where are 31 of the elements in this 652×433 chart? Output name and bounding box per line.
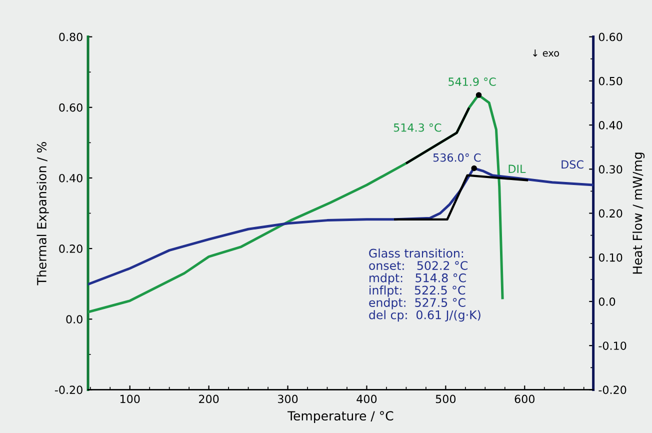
annotation: 536.0° C [433, 153, 481, 162]
y2-tick-label: 0.0 [598, 297, 616, 306]
y-tick-label: 0.60 [59, 103, 82, 112]
y-tick-label: 0.40 [59, 174, 82, 182]
x-axis-title: Temperature / °C [287, 411, 394, 423]
x-tick-label: 100 [120, 394, 140, 404]
y-tick-label: -0.20 [54, 386, 82, 394]
x-tick-label: 200 [199, 394, 219, 404]
x-tick-label: 300 [278, 394, 298, 404]
y2-tick-label: 0.20 [598, 209, 622, 218]
y2-tick-label: 0.60 [598, 32, 622, 42]
y-tick-label: 0.0 [66, 315, 82, 324]
y-tick-label: 0.80 [59, 32, 82, 42]
y-axis-title: Thermal Expansion / % [36, 142, 49, 286]
annotation: ↓ exo [533, 49, 560, 57]
y2-tick-label: 0.40 [598, 121, 622, 130]
x-tick-label: 400 [356, 394, 377, 404]
y2-axis-title: Heat Flow / mW/mg [632, 152, 645, 274]
y-tick-label: 0.20 [59, 244, 82, 253]
x-tick-label: 600 [514, 394, 534, 404]
series-label: DSC [562, 160, 584, 169]
annotation: 514.3 °C [394, 123, 442, 132]
x-tick-label: 500 [436, 394, 456, 404]
annotation: 541.9 °C [448, 78, 496, 86]
y2-tick-label: 0.10 [598, 253, 622, 262]
y2-tick-label: 0.50 [598, 76, 622, 86]
y2-tick-label: 0.30 [598, 165, 622, 174]
series-label: DIL [508, 164, 526, 173]
annotation: Glass transition: onset: 502.2 °C mdpt: 514.8 °C inflpt: 522.5 °C endpt: 527.5 °C del cp: 0.61 J/(g·K) [369, 248, 480, 322]
y2-tick-label: -0.20 [598, 386, 626, 394]
y2-tick-label: -0.10 [598, 342, 626, 350]
